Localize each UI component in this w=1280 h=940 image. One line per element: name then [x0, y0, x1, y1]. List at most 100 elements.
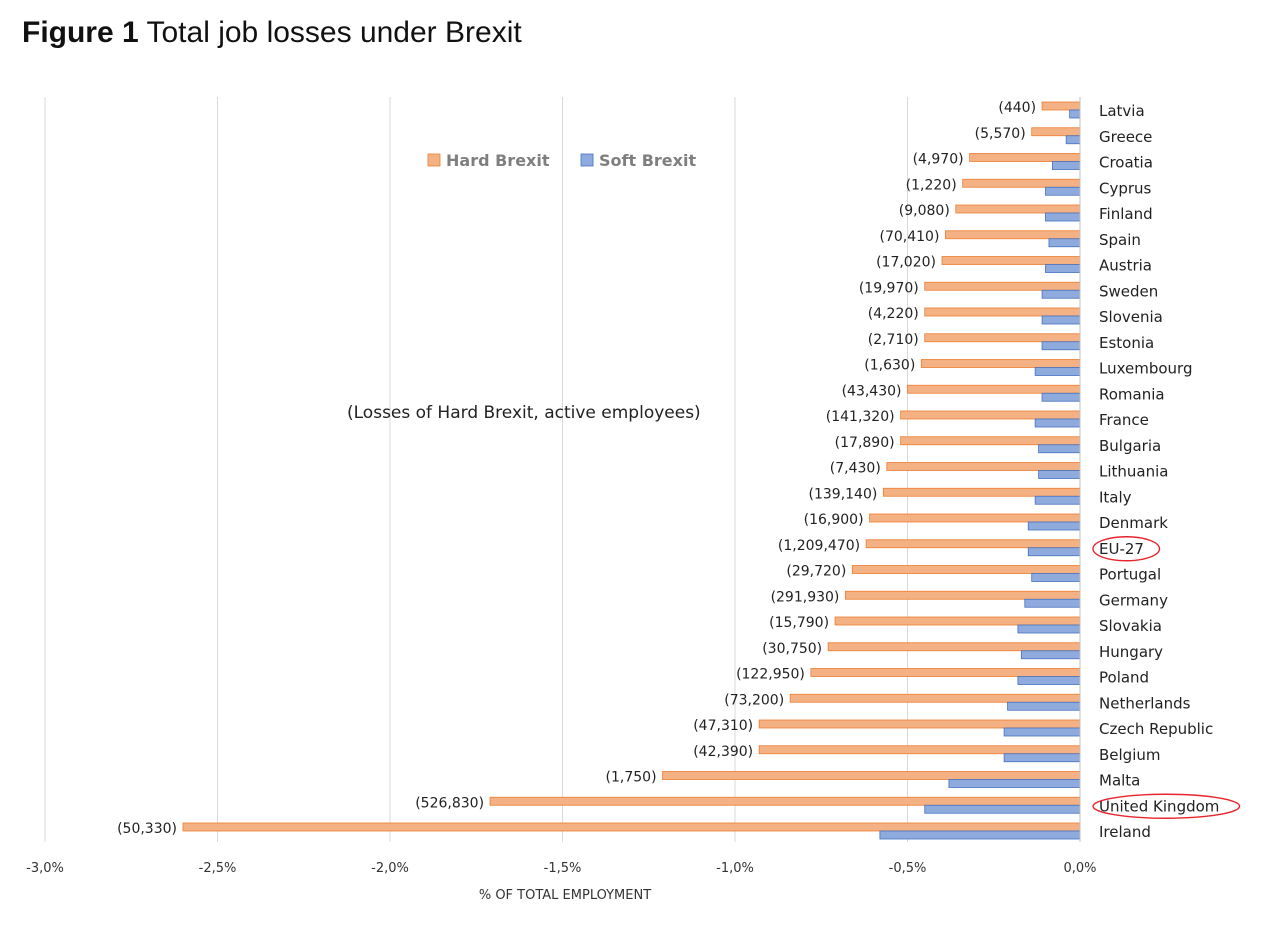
- x-tick-label: -0,5%: [889, 861, 927, 876]
- bar-hard-brexit-sweden: [924, 281, 1081, 291]
- bar-hard-brexit-portugal: [851, 565, 1081, 574]
- data-label: (139,140): [809, 486, 878, 502]
- bar-hard-brexit-denmark: [869, 513, 1081, 523]
- bar-soft-brexit-italy: [1034, 495, 1081, 505]
- category-label-poland: Poland: [1099, 669, 1149, 687]
- category-label-germany: Germany: [1099, 591, 1168, 609]
- bar-soft-brexit-cyprus: [1045, 186, 1081, 196]
- data-label: (122,950): [736, 667, 805, 683]
- bar-hard-brexit-poland: [810, 668, 1081, 677]
- bar-hard-brexit-estonia: [924, 333, 1081, 343]
- category-label-lithuania: Lithuania: [1099, 463, 1168, 481]
- legend-label-hard-brexit: Hard Brexit: [446, 151, 550, 170]
- data-label: (17,890): [835, 435, 895, 451]
- figure-title-text: Total job losses under Brexit: [146, 16, 522, 49]
- legend-swatch-soft-brexit: [580, 153, 594, 167]
- data-label: (30,750): [762, 641, 822, 657]
- bar-soft-brexit-latvia: [1069, 109, 1081, 119]
- category-label-czech-republic: Czech Republic: [1099, 720, 1213, 738]
- bar-hard-brexit-slovenia: [924, 307, 1081, 317]
- bar-soft-brexit-lithuania: [1038, 470, 1081, 479]
- data-label: (1,220): [906, 177, 957, 193]
- bar-soft-brexit-slovakia: [1017, 624, 1081, 634]
- category-label-denmark: Denmark: [1099, 514, 1168, 532]
- bar-hard-brexit-netherlands: [789, 693, 1081, 703]
- bar-soft-brexit-spain: [1048, 238, 1081, 248]
- bar-soft-brexit-belgium: [1003, 753, 1081, 763]
- data-label: (1,209,470): [778, 538, 860, 554]
- category-label-spain: Spain: [1099, 231, 1141, 249]
- category-label-france: France: [1099, 411, 1149, 429]
- data-label: (2,710): [868, 332, 919, 348]
- bar-hard-brexit-croatia: [969, 153, 1081, 162]
- data-label: (17,020): [876, 255, 936, 271]
- data-label: (1,630): [864, 358, 915, 374]
- bar-hard-brexit-hungary: [827, 642, 1081, 652]
- bar-soft-brexit-czech-republic: [1003, 727, 1081, 737]
- figure-number: Figure 1: [22, 16, 139, 49]
- bar-hard-brexit-italy: [882, 487, 1081, 497]
- category-label-greece: Greece: [1099, 128, 1152, 146]
- category-label-slovakia: Slovakia: [1099, 617, 1162, 635]
- category-label-estonia: Estonia: [1099, 334, 1154, 352]
- bar-hard-brexit-malta: [662, 771, 1081, 780]
- bar-soft-brexit-france: [1034, 418, 1081, 428]
- data-label: (42,390): [693, 744, 753, 760]
- highlight-circle-eu-27: [1092, 536, 1161, 562]
- data-label: (7,430): [830, 461, 881, 477]
- x-tick-label: -2,0%: [371, 861, 409, 876]
- data-label: (9,080): [899, 203, 950, 219]
- legend-swatch-hard-brexit: [427, 153, 441, 167]
- data-label: (73,200): [724, 692, 784, 708]
- bar-hard-brexit-lithuania: [886, 462, 1081, 471]
- bar-soft-brexit-estonia: [1041, 341, 1081, 351]
- category-label-eu-27: EU-27: [1099, 540, 1144, 558]
- bar-soft-brexit-portugal: [1031, 573, 1081, 582]
- bar-soft-brexit-finland: [1045, 212, 1081, 222]
- chart-annotation: (Losses of Hard Brexit, active employees…: [347, 403, 701, 423]
- data-label: (70,410): [880, 229, 940, 245]
- bar-hard-brexit-finland: [955, 204, 1081, 214]
- x-tick-label: -1,0%: [716, 861, 754, 876]
- category-label-united-kingdom: United Kingdom: [1099, 797, 1219, 815]
- category-label-croatia: Croatia: [1099, 154, 1153, 172]
- data-label: (15,790): [769, 615, 829, 631]
- bar-hard-brexit-latvia: [1041, 101, 1081, 111]
- category-label-finland: Finland: [1099, 205, 1153, 223]
- bar-soft-brexit-croatia: [1052, 161, 1081, 170]
- x-axis-label: % OF TOTAL EMPLOYMENT: [479, 888, 651, 903]
- bar-soft-brexit-bulgaria: [1038, 444, 1081, 454]
- bar-soft-brexit-germany: [1024, 598, 1081, 608]
- x-tick-label: -2,5%: [199, 861, 237, 876]
- category-label-sweden: Sweden: [1099, 282, 1158, 300]
- category-label-portugal: Portugal: [1099, 566, 1161, 584]
- bar-soft-brexit-eu-27: [1027, 547, 1081, 557]
- category-label-romania: Romania: [1099, 385, 1165, 403]
- data-label: (43,430): [842, 383, 902, 399]
- data-label: (50,330): [117, 821, 177, 837]
- bar-hard-brexit-spain: [945, 230, 1081, 240]
- bar-soft-brexit-sweden: [1041, 289, 1081, 299]
- bar-hard-brexit-greece: [1031, 127, 1081, 137]
- category-label-italy: Italy: [1099, 488, 1132, 506]
- data-label: (4,220): [868, 306, 919, 322]
- chart-title: Figure 1 Total job losses under Brexit: [22, 16, 522, 50]
- bar-hard-brexit-czech-republic: [758, 719, 1081, 729]
- legend-label-soft-brexit: Soft Brexit: [599, 151, 696, 170]
- x-tick-label: 0,0%: [1063, 861, 1096, 876]
- data-label: (291,930): [771, 589, 840, 605]
- bar-soft-brexit-luxembourg: [1034, 367, 1081, 376]
- highlight-circle-united-kingdom: [1092, 793, 1241, 819]
- x-tick-label: -3,0%: [26, 861, 64, 876]
- category-label-luxembourg: Luxembourg: [1099, 360, 1193, 378]
- bar-soft-brexit-poland: [1017, 676, 1081, 685]
- bar-soft-brexit-hungary: [1020, 650, 1081, 660]
- bar-soft-brexit-romania: [1041, 392, 1081, 402]
- bar-soft-brexit-slovenia: [1041, 315, 1081, 325]
- category-label-netherlands: Netherlands: [1099, 694, 1191, 712]
- bar-soft-brexit-malta: [948, 779, 1081, 788]
- category-label-austria: Austria: [1099, 257, 1152, 275]
- bar-hard-brexit-ireland: [182, 822, 1081, 832]
- bar-hard-brexit-slovakia: [834, 616, 1081, 626]
